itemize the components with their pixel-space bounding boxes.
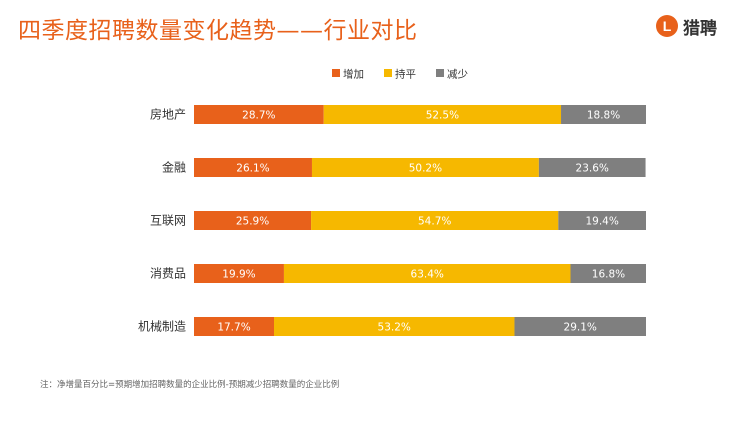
data-label: 19.4% bbox=[585, 216, 618, 228]
data-label: 26.1% bbox=[236, 163, 269, 175]
bar-segment-2 bbox=[538, 158, 646, 177]
bar-segment-0 bbox=[194, 317, 275, 336]
category-label: 金融 bbox=[162, 160, 186, 175]
data-label: 63.4% bbox=[411, 269, 444, 281]
footnote: 注：净增量百分比=预期增加招聘数量的企业比例-预期减少招聘数量的企业比例 bbox=[40, 380, 340, 390]
category-label: 消费品 bbox=[150, 267, 186, 281]
legend-swatch-2 bbox=[436, 69, 444, 77]
logo-text: 猎聘 bbox=[683, 18, 717, 39]
data-label: 18.8% bbox=[587, 110, 620, 122]
data-label: 53.2% bbox=[378, 322, 411, 334]
data-label: 29.1% bbox=[564, 322, 597, 334]
legend-swatch-1 bbox=[384, 69, 392, 77]
data-label: 23.6% bbox=[576, 163, 609, 175]
bar-segment-2 bbox=[570, 264, 646, 283]
bar-segment-1 bbox=[283, 264, 571, 283]
bar-segment-1 bbox=[274, 317, 515, 336]
category-label: 互联网 bbox=[150, 214, 186, 228]
bar-segment-0 bbox=[194, 211, 312, 230]
bar-segment-2 bbox=[561, 105, 646, 124]
data-label: 25.9% bbox=[236, 216, 269, 228]
data-label: 16.8% bbox=[592, 269, 625, 281]
brand-logo: L 猎聘 bbox=[656, 14, 717, 39]
data-label: 28.7% bbox=[242, 110, 275, 122]
data-label: 50.2% bbox=[409, 163, 442, 175]
category-label: 机械制造 bbox=[138, 319, 186, 334]
logo-icon: L bbox=[656, 15, 678, 37]
legend-label-2: 减少 bbox=[447, 69, 468, 81]
legend-label-1: 持平 bbox=[395, 68, 416, 81]
legend-label-0: 增加 bbox=[343, 68, 364, 81]
bar-segment-0 bbox=[194, 264, 284, 283]
data-label: 17.7% bbox=[217, 322, 250, 334]
bar-segment-0 bbox=[194, 158, 312, 177]
bar-segment-2 bbox=[514, 317, 646, 336]
chart-title: 四季度招聘数量变化趋势——行业对比 bbox=[18, 18, 418, 44]
bar-segment-0 bbox=[194, 105, 324, 124]
bar-segment-1 bbox=[323, 105, 562, 124]
data-label: 52.5% bbox=[426, 110, 459, 122]
data-label: 54.7% bbox=[418, 216, 451, 228]
legend-swatch-0 bbox=[332, 69, 340, 77]
bar-segment-2 bbox=[558, 211, 646, 230]
data-label: 19.9% bbox=[222, 269, 255, 281]
category-label: 房地产 bbox=[150, 107, 186, 122]
bar-segment-1 bbox=[311, 158, 539, 177]
bar-segment-1 bbox=[311, 211, 559, 230]
